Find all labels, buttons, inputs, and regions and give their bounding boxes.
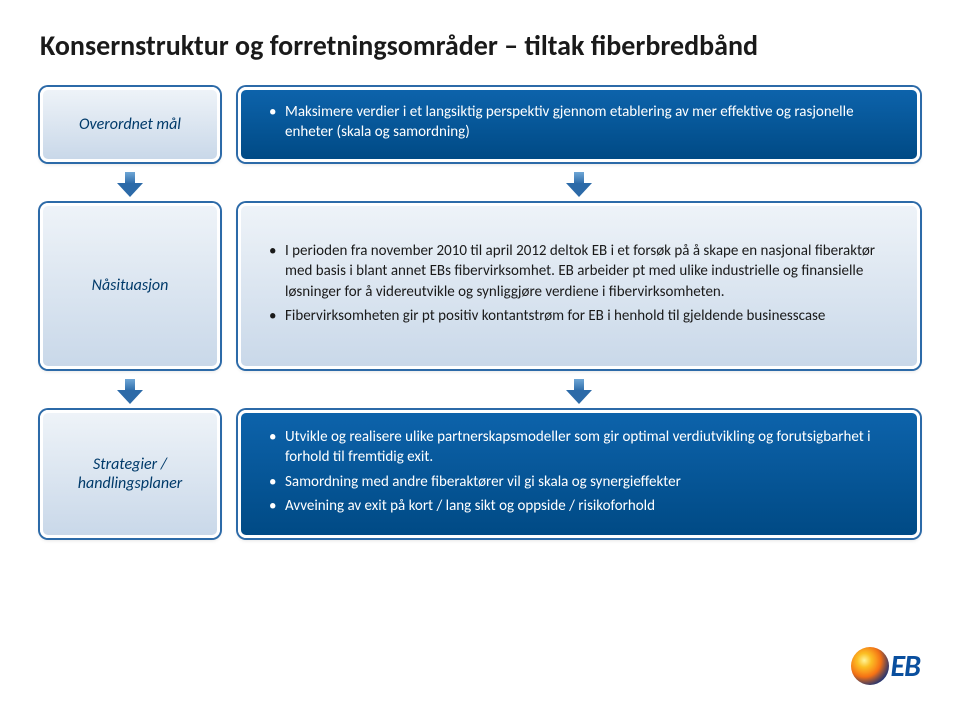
slide: Konsernstruktur og forretningsområder – … xyxy=(0,0,960,707)
row-nasituasjon: Nåsituasjon I perioden fra november 2010… xyxy=(40,203,920,369)
label-card-overordnet: Overordnet mål xyxy=(40,87,220,162)
label-strategier: Strategier / handlingsplaner xyxy=(40,410,220,538)
arrow-slot xyxy=(40,172,220,197)
arrows-2 xyxy=(40,379,920,404)
bullet: Samordning med andre fiberaktører vil gi… xyxy=(259,472,899,492)
content-card-nasituasjon: I perioden fra november 2010 til april 2… xyxy=(238,203,920,369)
page-title: Konsernstruktur og forretningsområder – … xyxy=(40,28,920,63)
label-overordnet: Overordnet mål xyxy=(40,87,220,162)
row-overordnet: Overordnet mål Maksimere verdier i et la… xyxy=(40,87,920,162)
label-card-strategier: Strategier / handlingsplaner xyxy=(40,410,220,538)
arrow-down-icon xyxy=(117,379,143,404)
arrow-down-icon xyxy=(566,172,592,197)
arrow-slot xyxy=(238,379,920,404)
content-card-overordnet: Maksimere verdier i et langsiktig perspe… xyxy=(238,87,920,162)
company-logo: EB xyxy=(851,647,920,685)
content-card-strategier: Utvikle og realisere ulike partnerskapsm… xyxy=(238,410,920,538)
bullet: Utvikle og realisere ulike partnerskapsm… xyxy=(259,427,899,468)
bullet: Fibervirksomheten gir pt positiv kontant… xyxy=(259,306,899,326)
content-strategier: Utvikle og realisere ulike partnerskapsm… xyxy=(238,410,920,538)
logo-swirl-icon xyxy=(851,647,889,685)
bullets-nasituasjon: I perioden fra november 2010 til april 2… xyxy=(259,241,899,330)
arrow-down-icon xyxy=(117,172,143,197)
content-overordnet: Maksimere verdier i et langsiktig perspe… xyxy=(238,87,920,162)
bullets-overordnet: Maksimere verdier i et langsiktig perspe… xyxy=(259,102,899,147)
logo-text: EB xyxy=(891,648,920,685)
arrows-1 xyxy=(40,172,920,197)
bullet: I perioden fra november 2010 til april 2… xyxy=(259,241,899,302)
arrow-down-icon xyxy=(566,379,592,404)
label-card-nasituasjon: Nåsituasjon xyxy=(40,203,220,369)
row-strategier: Strategier / handlingsplaner Utvikle og … xyxy=(40,410,920,538)
arrow-slot xyxy=(40,379,220,404)
arrow-slot xyxy=(238,172,920,197)
bullet: Avveining av exit på kort / lang sikt og… xyxy=(259,496,899,516)
bullet: Maksimere verdier i et langsiktig perspe… xyxy=(259,102,899,143)
label-nasituasjon: Nåsituasjon xyxy=(40,203,220,369)
bullets-strategier: Utvikle og realisere ulike partnerskapsm… xyxy=(259,427,899,520)
content-nasituasjon: I perioden fra november 2010 til april 2… xyxy=(238,203,920,369)
